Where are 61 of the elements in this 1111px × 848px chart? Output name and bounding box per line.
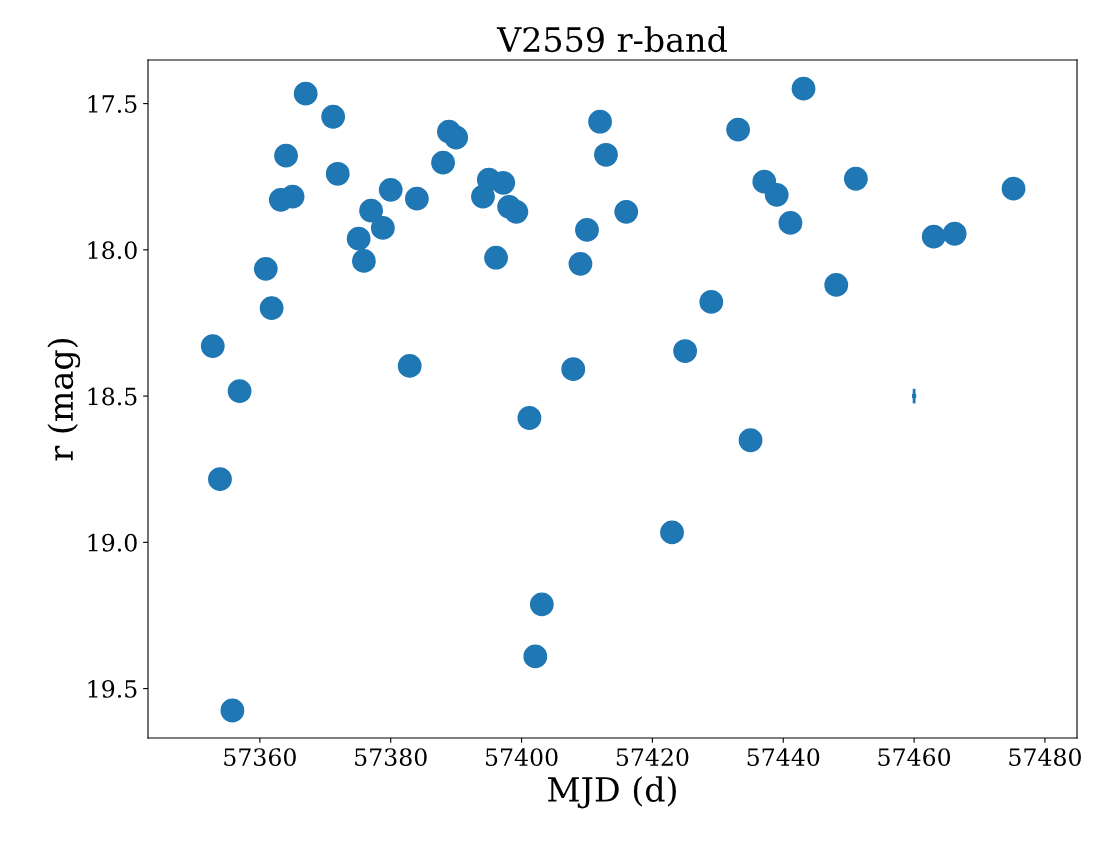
point [568,251,593,276]
point [673,339,698,363]
y-tick-label: 19.0 [88,533,137,552]
x-tick-label: 57380 [355,748,427,766]
point [484,245,508,270]
point [699,289,724,314]
x-tick-label: 57440 [747,748,820,766]
y-tick-label: 18.0 [88,241,137,260]
point [227,379,252,403]
point [491,170,516,195]
point [208,467,232,492]
y-tick-label: 19.5 [88,680,137,698]
point [352,249,376,273]
point [824,273,849,297]
point [504,199,529,224]
point [614,199,639,224]
point [561,357,586,382]
point [921,224,946,249]
point [588,109,612,134]
point [397,354,422,378]
point [594,142,618,167]
chart-title: V2559 r-band [496,26,727,53]
point [764,182,789,207]
point [200,334,225,358]
point [726,117,751,142]
point [280,184,305,209]
point [359,198,383,223]
point [293,81,318,106]
point [778,211,803,235]
point [253,256,278,281]
point [529,592,554,617]
point [378,177,403,202]
point [321,104,346,129]
point [431,150,455,175]
point [791,76,816,101]
point [274,143,298,168]
x-tick-label: 57360 [224,748,296,766]
point [942,221,967,246]
x-tick-label: 57480 [1009,748,1081,766]
point [444,125,469,150]
point [220,698,245,723]
x-tick-label: 57460 [878,748,951,766]
point [660,520,684,545]
point [517,406,542,430]
x-axis-title: MJD (d) [548,776,676,809]
point [404,186,429,211]
y-tick-label: 17.5 [88,95,137,113]
x-tick-label: 57420 [616,748,689,766]
point [843,166,868,191]
point [370,215,395,240]
point [912,393,917,399]
point [738,428,763,453]
point [575,218,599,242]
y-tick-label: 18.5 [88,387,137,406]
y-axis-title: r (mag) [47,338,81,461]
point [523,644,548,669]
point [259,296,284,320]
point [1001,176,1026,201]
point [325,161,350,186]
point [346,226,371,251]
x-tick-label: 57400 [486,748,558,766]
